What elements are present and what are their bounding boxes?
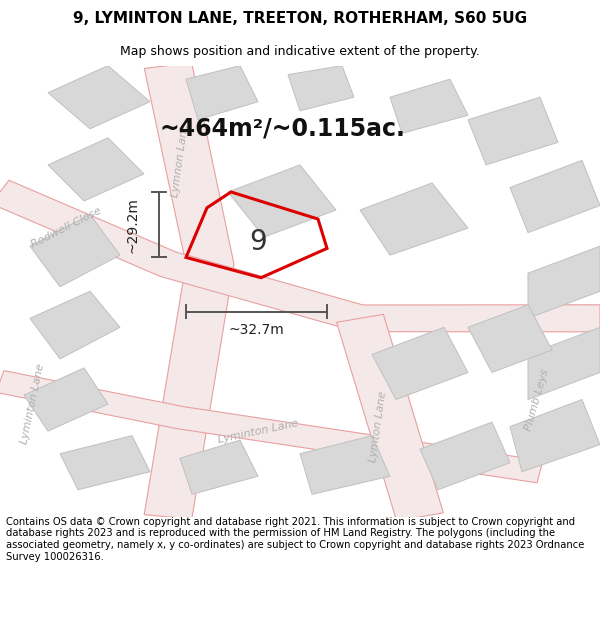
Text: Contains OS data © Crown copyright and database right 2021. This information is : Contains OS data © Crown copyright and d… — [6, 517, 584, 562]
Text: Rodwell Close: Rodwell Close — [29, 206, 103, 250]
Polygon shape — [390, 79, 468, 133]
Text: 9, LYMINTON LANE, TREETON, ROTHERHAM, S60 5UG: 9, LYMINTON LANE, TREETON, ROTHERHAM, S6… — [73, 11, 527, 26]
Polygon shape — [186, 66, 258, 120]
Text: ~464m²/~0.115ac.: ~464m²/~0.115ac. — [159, 117, 405, 141]
Text: ~29.2m: ~29.2m — [125, 197, 139, 252]
Polygon shape — [468, 98, 558, 165]
Polygon shape — [144, 62, 234, 519]
Text: Plumb Leys: Plumb Leys — [523, 368, 551, 432]
Polygon shape — [30, 291, 120, 359]
Polygon shape — [180, 440, 258, 494]
Polygon shape — [228, 165, 336, 237]
Polygon shape — [288, 66, 354, 111]
Text: Lyminton Lane: Lyminton Lane — [20, 363, 46, 445]
Polygon shape — [372, 328, 468, 399]
Text: Lymnon Lane: Lymnon Lane — [170, 122, 190, 198]
Polygon shape — [510, 161, 600, 232]
Text: Map shows position and indicative extent of the property.: Map shows position and indicative extent… — [120, 45, 480, 58]
Polygon shape — [0, 371, 543, 482]
Polygon shape — [337, 314, 443, 521]
Polygon shape — [300, 436, 390, 494]
Polygon shape — [30, 214, 120, 287]
Polygon shape — [48, 66, 150, 129]
Polygon shape — [468, 305, 552, 372]
Polygon shape — [528, 328, 600, 399]
Polygon shape — [528, 246, 600, 318]
Polygon shape — [420, 422, 510, 490]
Text: Lymton Lane: Lymton Lane — [368, 390, 388, 463]
Text: ~32.7m: ~32.7m — [229, 322, 284, 337]
Polygon shape — [24, 368, 108, 431]
Polygon shape — [48, 138, 144, 201]
Text: Lyminton Lane: Lyminton Lane — [217, 418, 299, 444]
Polygon shape — [510, 399, 600, 472]
Text: 9: 9 — [249, 228, 267, 256]
Polygon shape — [60, 436, 150, 490]
Polygon shape — [0, 180, 600, 332]
Polygon shape — [360, 183, 468, 255]
